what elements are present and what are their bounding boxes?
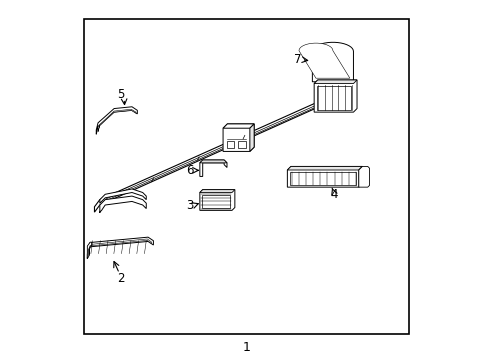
Polygon shape <box>223 124 254 128</box>
Text: 3: 3 <box>186 198 194 212</box>
Bar <box>201 195 230 208</box>
Polygon shape <box>200 160 226 163</box>
Polygon shape <box>96 107 137 134</box>
Polygon shape <box>87 237 153 258</box>
Polygon shape <box>87 242 91 258</box>
Text: 5: 5 <box>117 88 125 101</box>
Polygon shape <box>298 43 349 78</box>
Text: 7: 7 <box>293 53 301 66</box>
Text: 2: 2 <box>117 272 125 285</box>
Bar <box>238 141 245 148</box>
Polygon shape <box>358 166 362 187</box>
Text: 6: 6 <box>186 164 194 177</box>
Polygon shape <box>98 109 136 132</box>
Polygon shape <box>358 166 369 187</box>
Text: 1: 1 <box>242 341 250 354</box>
Polygon shape <box>200 190 234 193</box>
Polygon shape <box>287 166 362 187</box>
Polygon shape <box>313 80 356 84</box>
Text: 4: 4 <box>329 188 337 201</box>
Polygon shape <box>200 160 226 176</box>
Polygon shape <box>89 239 151 256</box>
Polygon shape <box>249 124 254 152</box>
Polygon shape <box>313 80 356 112</box>
Polygon shape <box>312 42 353 82</box>
Polygon shape <box>102 102 335 206</box>
Bar <box>83 19 408 334</box>
Bar <box>226 141 234 148</box>
Polygon shape <box>287 166 362 170</box>
Polygon shape <box>100 196 146 213</box>
Polygon shape <box>200 190 234 210</box>
Bar <box>316 86 350 110</box>
Polygon shape <box>223 124 254 152</box>
Polygon shape <box>100 189 146 203</box>
Polygon shape <box>94 100 339 212</box>
Bar <box>290 172 355 185</box>
